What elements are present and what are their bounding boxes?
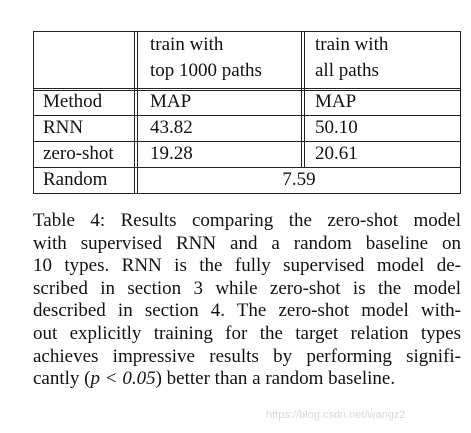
results-table: train with top 1000 paths train with all… — [33, 31, 461, 194]
watermark: https://blog.csdn.net/wangz2 — [266, 409, 406, 421]
row-random-value: 7.59 — [282, 169, 316, 190]
caption-text: ) better than a random baseline. — [155, 368, 396, 390]
row-method-col1: MAP — [150, 91, 192, 112]
table-caption: Table 4: Results comparing the zero-shot… — [33, 210, 461, 391]
header-col1-line1: train with — [150, 34, 224, 55]
table-top-rule — [33, 31, 461, 32]
table-rule — [33, 115, 461, 116]
table-col-divider — [137, 31, 138, 194]
caption-line: 10 types. RNN is the fully supervised mo… — [33, 255, 461, 277]
caption-line: described in section 4. The zero-shot mo… — [33, 300, 461, 322]
table-rule — [33, 88, 461, 89]
header-col1-line2: top 1000 paths — [150, 60, 262, 81]
row-zeroshot-col2: 20.61 — [315, 143, 358, 164]
caption-line: with supervised RNN and a random baselin… — [33, 232, 461, 254]
row-random-label: Random — [43, 169, 108, 190]
row-zeroshot-col1: 19.28 — [150, 143, 193, 164]
table-col-divider — [304, 31, 305, 167]
table-rule — [33, 167, 461, 168]
row-rnn-col1: 43.82 — [150, 117, 193, 138]
table-col-divider — [134, 31, 135, 194]
row-method-label: Method — [43, 91, 103, 112]
table-right-border — [460, 31, 461, 194]
caption-line-last: cantly (p < 0.05) better than a random b… — [33, 368, 461, 391]
header-col2-line1: train with — [315, 34, 389, 55]
row-method-col2: MAP — [315, 91, 357, 112]
table-bottom-rule — [33, 193, 461, 194]
row-rnn-col2: 50.10 — [315, 117, 358, 138]
table-col-divider — [301, 31, 302, 167]
caption-text: cantly ( — [33, 368, 91, 390]
row-rnn-label: RNN — [43, 117, 84, 138]
header-col2-line2: all paths — [315, 60, 379, 81]
table-rule — [33, 141, 461, 142]
row-zeroshot-label: zero-shot — [43, 143, 114, 164]
table-rule — [33, 90, 461, 91]
caption-line: Table 4: Results comparing the zero-shot… — [33, 210, 461, 231]
caption-line: scribed in section 3 while zero-shot is … — [33, 277, 461, 299]
caption-line: achieves impressive results by performin… — [33, 345, 461, 367]
table-left-border — [33, 31, 34, 194]
caption-math: p < 0.05 — [90, 368, 156, 390]
caption-line: out explicitly training for the target r… — [33, 322, 461, 344]
